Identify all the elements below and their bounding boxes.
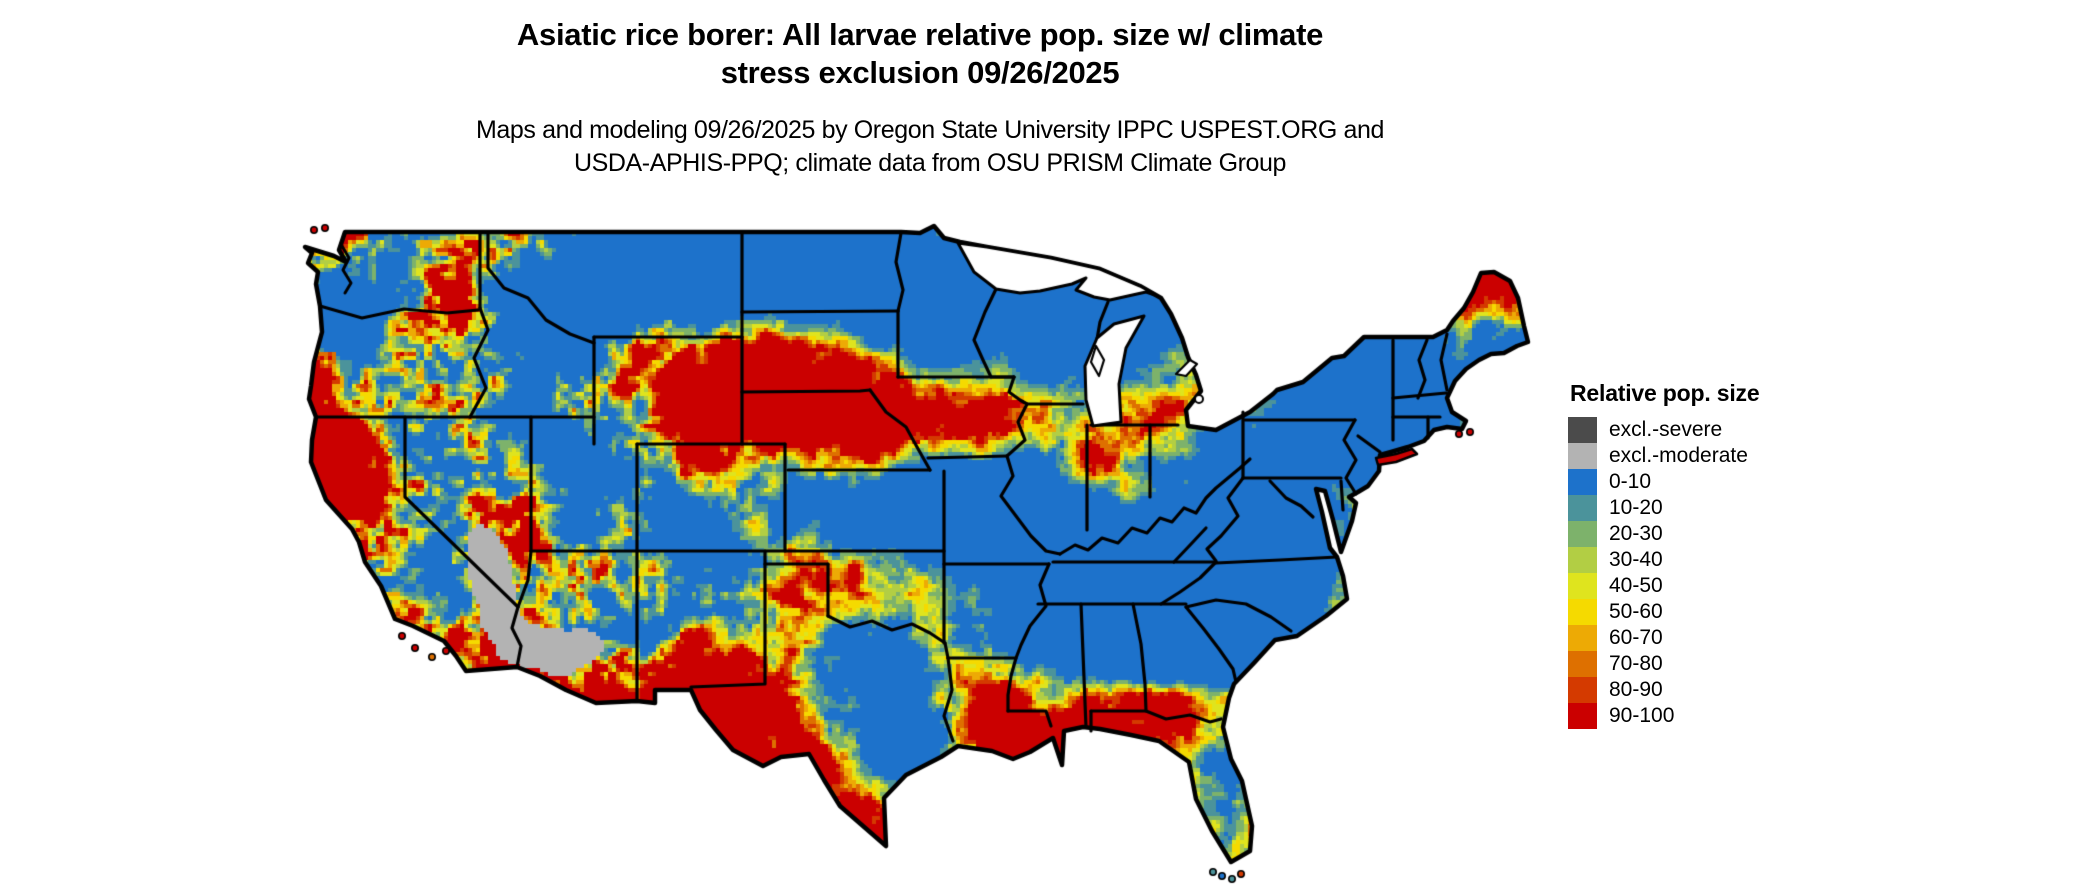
legend-row: 20-30 [1568,521,1759,547]
map-subtitle: Maps and modeling 09/26/2025 by Oregon S… [125,114,1735,180]
legend-swatch [1568,547,1597,573]
legend-row: 80-90 [1568,677,1759,703]
legend-swatch [1568,495,1597,521]
legend-swatch [1568,677,1597,703]
legend-swatch [1568,417,1597,443]
legend-row: 50-60 [1568,599,1759,625]
legend-swatch [1568,521,1597,547]
legend-label: 50-60 [1609,600,1663,623]
legend-row: 30-40 [1568,547,1759,573]
legend-rows: excl.-severe excl.-moderate 0-10 10-20 20-30… [1568,417,1759,729]
legend-label: 20-30 [1609,522,1663,545]
map-subtitle-line1: Maps and modeling 09/26/2025 by Oregon S… [476,116,1384,144]
legend-swatch [1568,599,1597,625]
legend-label: 70-80 [1609,652,1663,675]
legend-row: 70-80 [1568,651,1759,677]
legend-row: 0-10 [1568,469,1759,495]
legend-label: 60-70 [1609,626,1663,649]
legend-swatch [1568,469,1597,495]
legend-swatch [1568,651,1597,677]
map-title-line2: stress exclusion 09/26/2025 [720,55,1120,90]
legend-swatch [1568,625,1597,651]
legend: Relative pop. size excl.-severe excl.-mod… [1568,380,1760,729]
legend-label: 80-90 [1609,678,1663,701]
us-map-canvas [0,0,1560,892]
map-subtitle-line2: USDA-APHIS-PPQ; climate data from OSU PR… [573,149,1287,177]
legend-label: 40-50 [1609,574,1663,597]
legend-swatch [1568,443,1597,469]
legend-row: excl.-moderate [1568,443,1759,469]
legend-label: 0-10 [1609,470,1652,493]
legend-label: 90-100 [1609,704,1675,727]
legend-title: Relative pop. size [1570,380,1760,406]
legend-row: excl.-severe [1568,417,1759,443]
legend-label: excl.-moderate [1609,444,1748,467]
legend-row: 10-20 [1568,495,1759,521]
legend-row: 90-100 [1568,703,1759,729]
legend-swatch [1568,703,1597,729]
legend-label: 30-40 [1609,548,1663,571]
legend-label: excl.-severe [1609,418,1723,441]
map-title-line1: Asiatic rice borer: All larvae relative … [516,17,1324,52]
legend-swatch [1568,573,1597,599]
legend-label: 10-20 [1609,496,1663,519]
legend-row: 40-50 [1568,573,1759,599]
legend-row: 60-70 [1568,625,1759,651]
map-title: Asiatic rice borer: All larvae relative … [125,16,1715,92]
